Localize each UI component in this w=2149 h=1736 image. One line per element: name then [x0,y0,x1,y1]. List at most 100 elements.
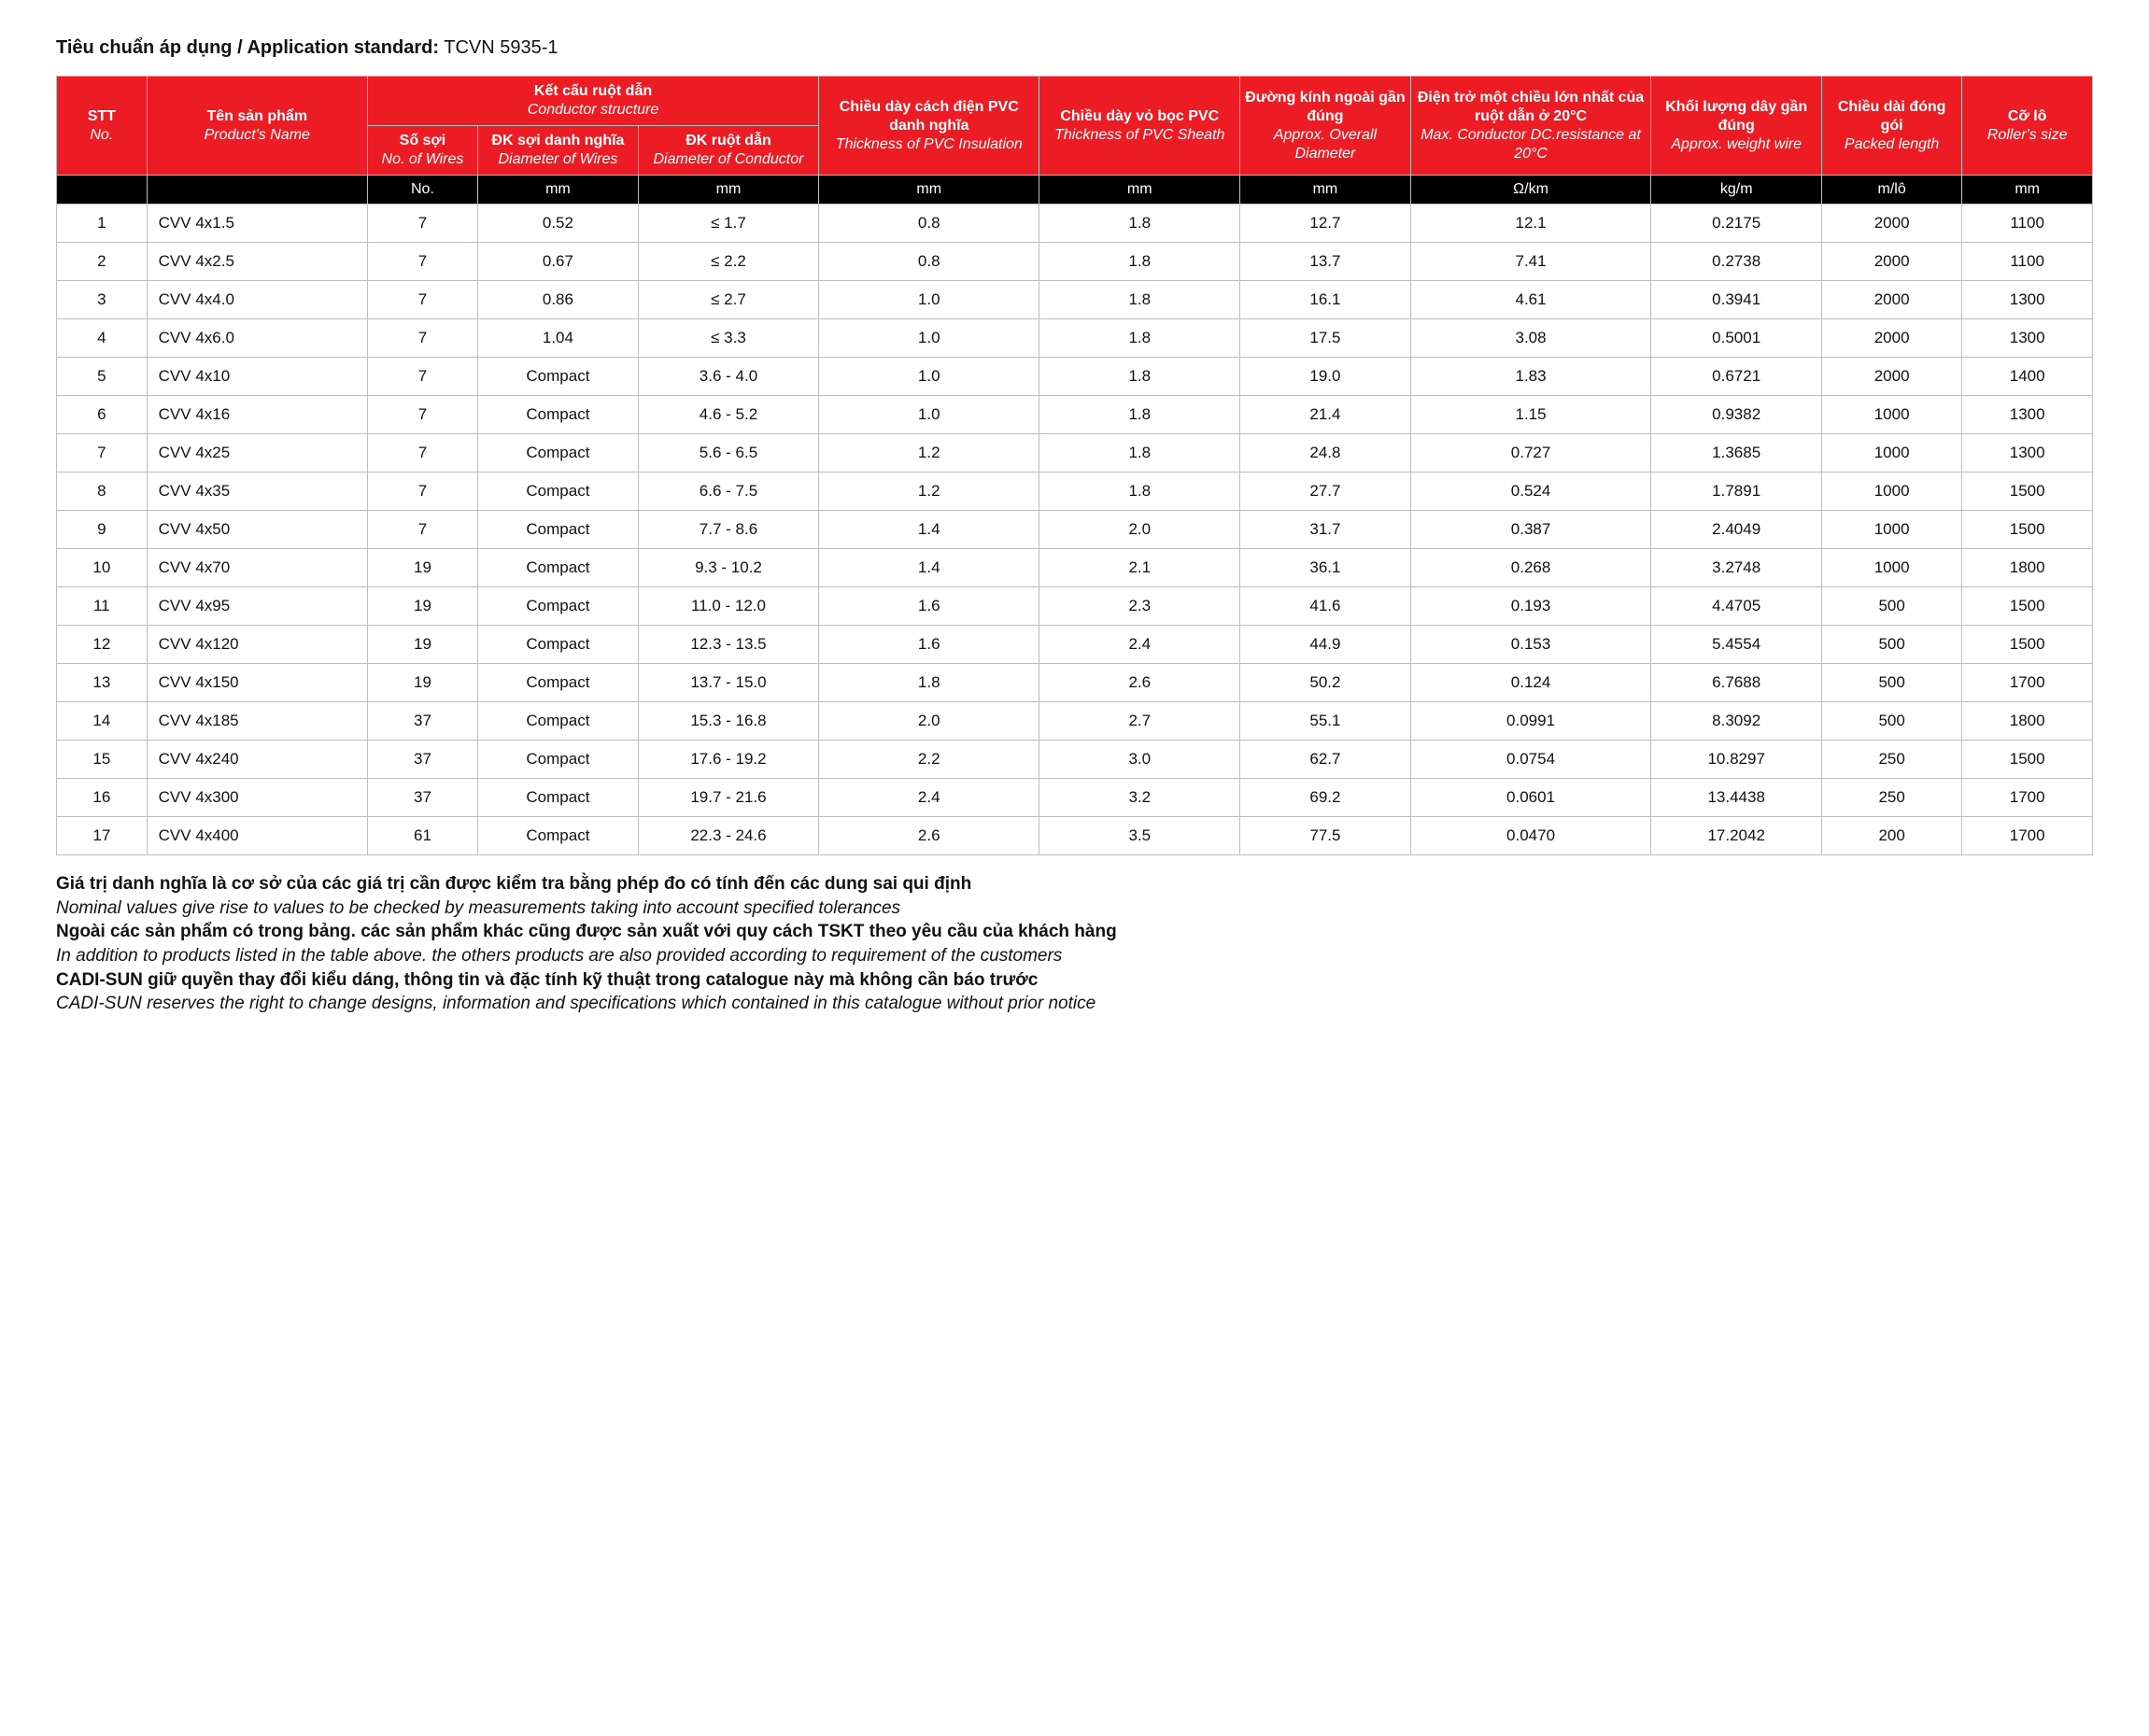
cell-wt: 6.7688 [1651,664,1822,702]
cell-od: 17.5 [1240,319,1411,358]
cell-cdia: 9.3 - 10.2 [638,549,818,587]
cell-pvc: 1.6 [819,626,1039,664]
table-row: 10CVV 4x7019Compact9.3 - 10.21.42.136.10… [57,549,2093,587]
cell-cdia: 3.6 - 4.0 [638,358,818,396]
table-row: 14CVV 4x18537Compact15.3 - 16.82.02.755.… [57,702,2093,741]
cell-name: CVV 4x240 [147,741,367,779]
hdr-weight: Khối lượng dây gần đúngApprox. weight wi… [1651,77,1822,176]
cell-no: 5 [57,358,148,396]
cell-sheath: 2.4 [1039,626,1240,664]
unit-rol: mm [1962,176,2093,205]
cell-od: 13.7 [1240,243,1411,281]
cell-len: 1000 [1821,434,1961,473]
note-vn: Ngoài các sản phẩm có trong bảng. các sả… [56,920,2093,944]
table-row: 11CVV 4x9519Compact11.0 - 12.01.62.341.6… [57,587,2093,626]
cell-wdia: Compact [478,817,639,855]
cell-cdia: 4.6 - 5.2 [638,396,818,434]
table-row: 7CVV 4x257Compact5.6 - 6.51.21.824.80.72… [57,434,2093,473]
cell-res: 0.524 [1410,473,1651,511]
table-row: 12CVV 4x12019Compact12.3 - 13.51.62.444.… [57,626,2093,664]
cell-wt: 10.8297 [1651,741,1822,779]
cell-od: 31.7 [1240,511,1411,549]
cell-pvc: 0.8 [819,243,1039,281]
hdr-cond-dia: ĐK ruột dẫnDiameter of Conductor [638,126,818,176]
cell-rol: 1100 [1962,205,2093,243]
cell-cdia: 11.0 - 12.0 [638,587,818,626]
cell-sheath: 1.8 [1039,319,1240,358]
cell-od: 19.0 [1240,358,1411,396]
cell-len: 500 [1821,702,1961,741]
cell-wt: 17.2042 [1651,817,1822,855]
cell-wires: 37 [367,702,477,741]
cell-wt: 13.4438 [1651,779,1822,817]
cell-name: CVV 4x185 [147,702,367,741]
cell-pvc: 2.6 [819,817,1039,855]
cell-wdia: 0.86 [478,281,639,319]
cell-wires: 19 [367,587,477,626]
cell-cdia: 19.7 - 21.6 [638,779,818,817]
cell-cdia: 22.3 - 24.6 [638,817,818,855]
standard-value: TCVN 5935-1 [444,37,558,58]
table-row: 15CVV 4x24037Compact17.6 - 19.22.23.062.… [57,741,2093,779]
cell-sheath: 2.0 [1039,511,1240,549]
cell-wdia: Compact [478,434,639,473]
cell-sheath: 3.0 [1039,741,1240,779]
cell-wires: 19 [367,549,477,587]
unit-wires: No. [367,176,477,205]
cell-len: 2000 [1821,205,1961,243]
cell-pvc: 1.0 [819,319,1039,358]
table-row: 9CVV 4x507Compact7.7 - 8.61.42.031.70.38… [57,511,2093,549]
cell-res: 0.0991 [1410,702,1651,741]
cell-cdia: 5.6 - 6.5 [638,434,818,473]
table-body: No. mm mm mm mm mm Ω/km kg/m m/lô mm 1CV… [57,176,2093,855]
cell-pvc: 1.2 [819,473,1039,511]
cell-no: 14 [57,702,148,741]
cell-cdia: 12.3 - 13.5 [638,626,818,664]
cell-cdia: ≤ 2.2 [638,243,818,281]
cell-name: CVV 4x4.0 [147,281,367,319]
cell-pvc: 1.2 [819,434,1039,473]
cell-len: 250 [1821,741,1961,779]
cell-res: 0.193 [1410,587,1651,626]
cell-res: 1.15 [1410,396,1651,434]
cell-rol: 1300 [1962,319,2093,358]
cell-rol: 1400 [1962,358,2093,396]
cell-wires: 61 [367,817,477,855]
hdr-roller: Cỡ lôRoller's size [1962,77,2093,176]
table-row: 16CVV 4x30037Compact19.7 - 21.62.43.269.… [57,779,2093,817]
cell-name: CVV 4x150 [147,664,367,702]
cell-od: 24.8 [1240,434,1411,473]
cell-no: 12 [57,626,148,664]
cell-res: 0.124 [1410,664,1651,702]
cell-res: 0.0601 [1410,779,1651,817]
cell-wdia: Compact [478,511,639,549]
cell-len: 2000 [1821,319,1961,358]
cell-wdia: 0.52 [478,205,639,243]
cell-sheath: 2.1 [1039,549,1240,587]
unit-wt: kg/m [1651,176,1822,205]
unit-pvc: mm [819,176,1039,205]
cell-wdia: Compact [478,473,639,511]
cell-wires: 7 [367,473,477,511]
note-vn: CADI-SUN giữ quyền thay đổi kiểu dáng, t… [56,968,2093,993]
cell-od: 50.2 [1240,664,1411,702]
cell-pvc: 1.8 [819,664,1039,702]
cell-rol: 1800 [1962,549,2093,587]
unit-row: No. mm mm mm mm mm Ω/km kg/m m/lô mm [57,176,2093,205]
unit-stt [57,176,148,205]
cell-wt: 5.4554 [1651,626,1822,664]
cell-rol: 1800 [1962,702,2093,741]
cell-res: 0.0754 [1410,741,1651,779]
cell-pvc: 0.8 [819,205,1039,243]
cell-wires: 7 [367,511,477,549]
cell-len: 1000 [1821,473,1961,511]
cell-cdia: ≤ 2.7 [638,281,818,319]
table-row: 2CVV 4x2.570.67≤ 2.20.81.813.77.410.2738… [57,243,2093,281]
cell-res: 4.61 [1410,281,1651,319]
cell-cdia: 7.7 - 8.6 [638,511,818,549]
cell-name: CVV 4x6.0 [147,319,367,358]
cell-no: 17 [57,817,148,855]
cell-name: CVV 4x95 [147,587,367,626]
standard-label: Tiêu chuẩn áp dụng / Application standar… [56,37,439,58]
table-row: 17CVV 4x40061Compact22.3 - 24.62.63.577.… [57,817,2093,855]
